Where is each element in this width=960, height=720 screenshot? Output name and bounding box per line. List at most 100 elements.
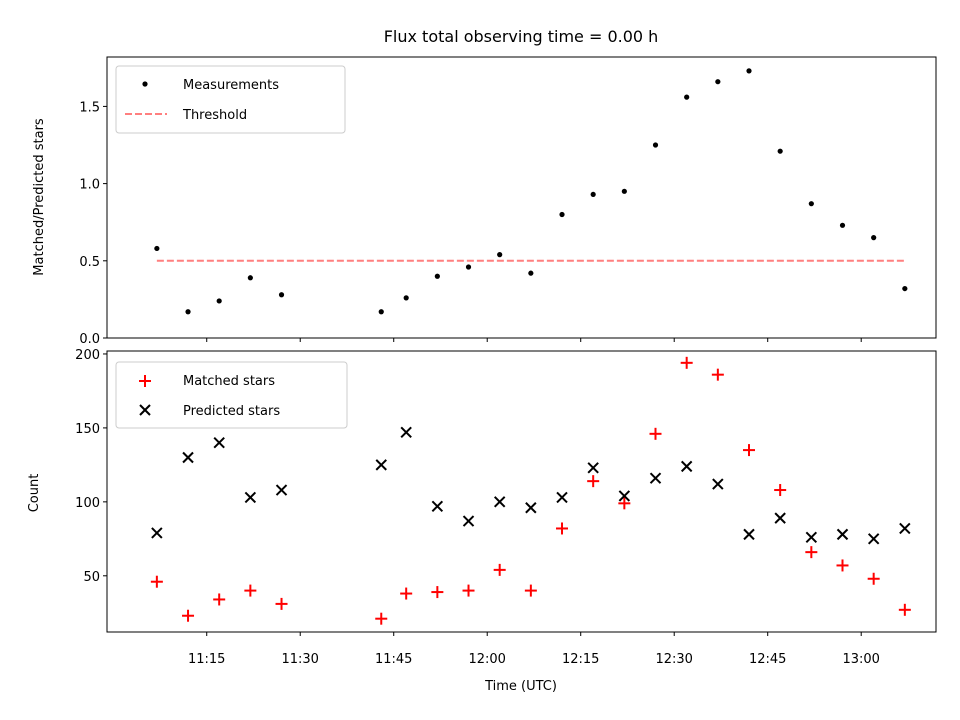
matched-stars-point (431, 586, 444, 599)
x-tick-label: 11:15 (188, 652, 225, 667)
measurements-point (247, 275, 253, 281)
measurements-point (590, 191, 596, 198)
measurements-point (777, 148, 783, 154)
measurements-point (528, 270, 534, 276)
matched-stars-point (898, 603, 911, 616)
ratio-y-axis-label: Matched/Predicted stars (32, 118, 47, 276)
x-axis-label: Time (UTC) (484, 679, 557, 694)
threshold-legend-label: Threshold (182, 108, 247, 123)
predicted-stars-point (375, 459, 387, 471)
predicted-stars-point (213, 436, 225, 449)
matched-stars-legend-marker (139, 375, 151, 387)
x-tick-label: 12:30 (655, 652, 692, 667)
measurements-point (715, 79, 721, 85)
predicted-stars-point (493, 496, 506, 508)
predicted-stars-point (525, 502, 537, 514)
predicted-stars-point (649, 472, 662, 484)
ratio-panel: 0.0 0.5 1.0 1.5 Matched/Predicted stars Mea… (32, 56, 937, 347)
predicted-stars-point (805, 531, 818, 544)
measurements-point (278, 292, 285, 298)
matched-stars-point (774, 484, 787, 497)
ratio-y-tick-label: 1.5 (79, 100, 100, 115)
measurements-point (684, 94, 690, 100)
matched-stars-point (680, 356, 693, 369)
measurements-legend-label: Measurements (183, 78, 279, 93)
measurements-point (403, 295, 409, 301)
measurements-point (652, 142, 659, 148)
predicted-stars-point (275, 484, 288, 496)
predicted-stars-point (680, 460, 693, 473)
predicted-stars-point (774, 512, 786, 524)
matched-stars-point (493, 563, 506, 576)
predicted-stars-point (867, 533, 880, 545)
matched-stars-point (213, 593, 226, 606)
measurements-point (497, 252, 503, 258)
measurements-point (434, 273, 440, 279)
ratio-legend-box (115, 65, 346, 134)
matched-stars-point (462, 584, 475, 597)
predicted-stars-point (244, 491, 257, 504)
matched-stars-point (743, 444, 756, 457)
count-legend: Matched stars Predicted stars (115, 361, 348, 429)
measurements-point (839, 222, 846, 228)
measurements-point (216, 298, 222, 304)
count-y-tick-label: 100 (75, 496, 100, 511)
x-tick-label: 11:45 (375, 652, 412, 667)
measurements-point (746, 68, 752, 74)
count-y-axis-label: Count (27, 474, 42, 513)
x-tick-label: 12:00 (468, 652, 505, 667)
matched-stars-point (182, 609, 195, 622)
matched-stars-point (587, 475, 600, 488)
x-tick-label: 13:00 (842, 652, 879, 667)
measurements-point (871, 235, 877, 241)
matched-stars-point (275, 597, 288, 610)
predicted-stars-point (899, 522, 911, 535)
measurements-point (559, 211, 565, 218)
matched-stars-point (618, 497, 631, 510)
ratio-plot-frame (106, 56, 937, 339)
count-legend-box (115, 361, 348, 429)
matched-stars-point (244, 584, 257, 597)
matched-stars-point (649, 427, 662, 440)
measurements-point (808, 201, 814, 207)
matched-stars-point (524, 584, 537, 597)
predicted-stars-legend-label: Predicted stars (183, 404, 280, 419)
ratio-y-tick-label: 0.0 (79, 332, 100, 347)
measurements-point (185, 309, 191, 315)
matched-stars-point (400, 587, 413, 600)
predicted-stars-legend-marker (139, 404, 151, 416)
ratio-y-tick-label: 1.0 (79, 178, 100, 193)
predicted-stars-point (587, 462, 599, 474)
predicted-stars-point (400, 426, 412, 439)
chart-title: Flux total observing time = 0.00 h (384, 27, 659, 46)
matched-stars-point (556, 522, 569, 535)
predicted-stars-point (151, 527, 163, 539)
count-y-tick-label: 50 (83, 570, 100, 585)
x-tick-label: 12:45 (749, 652, 786, 667)
measurements-point (621, 188, 627, 194)
x-tick-label: 12:15 (562, 652, 599, 667)
matched-stars-point (867, 572, 880, 585)
predicted-stars-point (712, 478, 724, 490)
predicted-stars-point (836, 528, 849, 541)
count-y-tick-label: 150 (75, 422, 100, 437)
ratio-y-tick-label: 0.5 (79, 255, 100, 270)
predicted-stars-point (556, 491, 568, 504)
matched-stars-point (150, 575, 163, 588)
predicted-stars-point (743, 528, 755, 541)
measurements-legend-marker (142, 81, 148, 87)
predicted-stars-point (431, 500, 444, 512)
matched-stars-legend-label: Matched stars (183, 374, 275, 389)
matched-stars-point (375, 612, 388, 625)
matched-stars-point (711, 368, 724, 381)
count-panel: 50 100 150 200 11:15 11:30 11:45 12:00 12:15 12:… (27, 348, 937, 694)
measurements-point (154, 245, 160, 252)
predicted-stars-point (462, 515, 475, 527)
measurements-point (902, 285, 908, 292)
matched-stars-point (836, 559, 849, 572)
count-y-tick-label: 200 (75, 348, 100, 363)
measurements-point (465, 264, 472, 270)
count-plot-frame (106, 350, 937, 633)
predicted-stars-point (182, 451, 194, 464)
